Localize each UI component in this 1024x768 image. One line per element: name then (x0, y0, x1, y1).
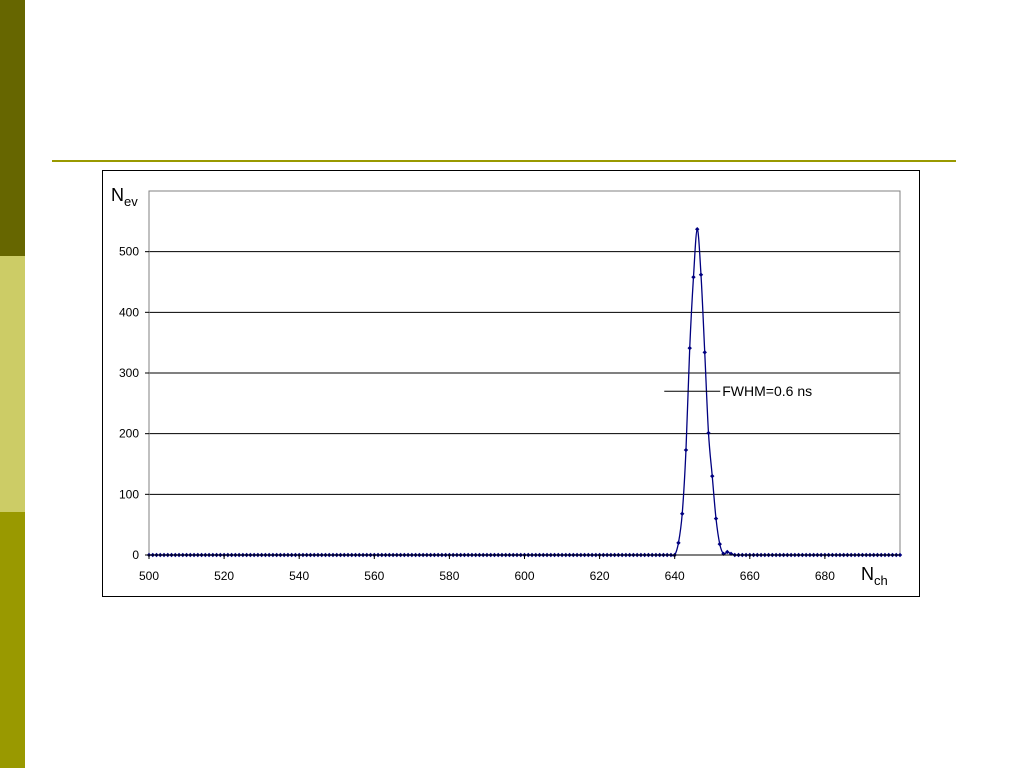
y-axis-title: Nev (111, 185, 138, 209)
data-point-marker (683, 447, 689, 453)
y-tick-label: 0 (132, 548, 139, 562)
y-tick-label: 300 (119, 366, 139, 380)
x-axis-title-main: N (861, 564, 874, 584)
x-tick-label: 640 (665, 569, 685, 583)
data-point-marker (687, 345, 692, 351)
side-band-middle (0, 256, 25, 512)
annotation-label: FWHM=0.6 ns (722, 383, 812, 399)
chart-frame: 0 100 200 300 400 500 500 520 540 560 580 600 620 640… (102, 170, 920, 597)
data-point-marker (706, 430, 711, 436)
x-tick-label: 580 (439, 569, 459, 583)
data-point-marker (691, 274, 696, 280)
x-tick-label: 680 (815, 569, 835, 583)
data-point-marker (680, 511, 685, 516)
data-point-marker (695, 227, 700, 232)
y-tick-label: 500 (119, 245, 139, 259)
x-tick-label: 600 (514, 569, 534, 583)
side-band-top (0, 0, 25, 256)
data-point-marker (702, 350, 707, 355)
side-band-bottom (0, 512, 25, 768)
data-point-marker (713, 516, 719, 521)
x-tick-label: 660 (740, 569, 760, 583)
x-tick-label: 620 (590, 569, 610, 583)
x-tick-label: 500 (139, 569, 159, 583)
y-tick-label: 200 (119, 427, 139, 441)
title-rule (52, 160, 956, 162)
data-point-marker (725, 549, 730, 555)
y-tick-label: 100 (119, 487, 139, 501)
y-tick-label: 400 (119, 305, 139, 319)
chart-svg: 0 100 200 300 400 500 500 520 540 560 580 600 620 640… (111, 185, 903, 588)
x-tick-label: 540 (289, 569, 309, 583)
x-tick-label: 520 (214, 569, 234, 583)
x-axis-title-sub: ch (874, 573, 888, 588)
data-point-marker (698, 272, 704, 277)
y-axis-title-main: N (111, 185, 124, 205)
data-point-marker (717, 541, 722, 547)
x-tick-label: 560 (364, 569, 384, 583)
x-axis-title: Nch (861, 564, 888, 588)
data-point-marker (676, 540, 681, 546)
y-axis-title-sub: ev (124, 194, 138, 209)
data-point-marker (710, 473, 715, 479)
